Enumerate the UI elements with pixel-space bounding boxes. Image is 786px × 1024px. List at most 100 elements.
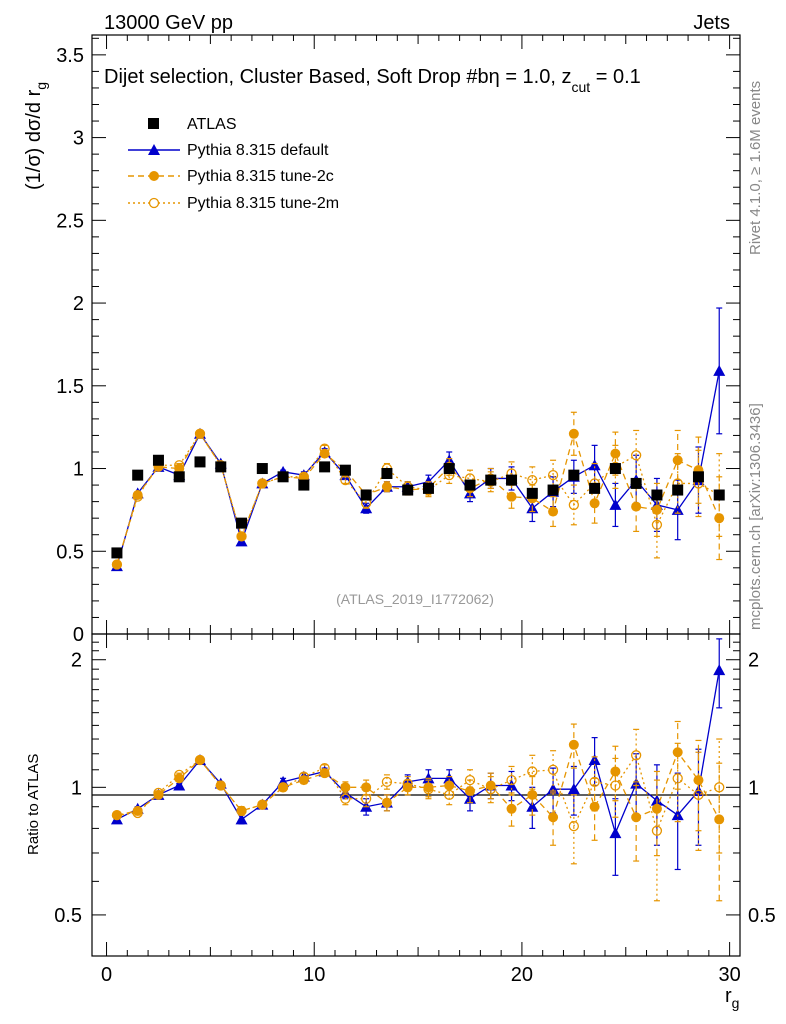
analysis-watermark: (ATLAS_2019_I1772062): [336, 591, 494, 607]
main-atlas-point: [651, 489, 663, 501]
legend-label-tune2c: Pythia 8.315 tune-2c: [187, 168, 334, 185]
ratio-tune2m-point: [194, 754, 206, 766]
main-tune2c-point: [506, 491, 517, 502]
main-default-point: [609, 498, 622, 510]
main-atlas-point: [443, 463, 455, 475]
y-tick-label: 2: [73, 293, 84, 315]
ratio-tune2c-point: [174, 773, 185, 784]
main-tune2m-point: [651, 519, 663, 530]
ratio-tune2c-point: [506, 803, 517, 814]
ratio-tune2m-point: [257, 799, 268, 810]
ratio-tune2m-point: [610, 780, 621, 791]
ratio-line-ring: [116, 753, 720, 833]
ratio-tune2m-point: [464, 774, 476, 786]
x-tick-label: 30: [718, 964, 740, 986]
ratio-tune2m-point: [527, 766, 538, 777]
ratio-default-point: [173, 779, 186, 791]
subtitle-main: Dijet selection, Cluster Based, Soft Dro…: [104, 66, 489, 88]
main-tune2m-point: [257, 478, 268, 489]
subtitle-sub: cut: [571, 79, 590, 95]
ratio-tune2c-point: [361, 782, 372, 793]
header-energy: 13000 GeV pp: [104, 12, 233, 34]
ratio-tune2m-point: [589, 776, 600, 788]
main-atlas-point: [630, 477, 642, 489]
ratio-tune2m-point: [298, 771, 309, 782]
main-atlas-point: [568, 469, 580, 481]
ratio-tune2c-point: [381, 797, 392, 808]
ratio-tune2m-point: [111, 809, 123, 821]
ratio-tune2m-point: [423, 784, 434, 795]
ratio-tune2m-point: [485, 784, 496, 795]
side-label-rivet: Rivet 4.1.0, ≥ 1.6M events: [747, 81, 764, 255]
main-atlas-point: [506, 474, 518, 486]
ratio-tune2m-point: [153, 787, 164, 799]
y-tick-label: 0.5: [56, 541, 84, 563]
main-tune2c-point: [174, 463, 185, 474]
main-atlas-point: [360, 489, 372, 501]
main-tune2m-point: [547, 469, 559, 481]
ratio-tune2m-point: [381, 776, 393, 788]
ratio-line-tri: [116, 670, 720, 836]
main-atlas-point: [111, 547, 123, 559]
legend-marker-default: [148, 144, 160, 155]
ratio-tune2m-point: [568, 820, 579, 832]
legend-label-tune2m: Pythia 8.315 tune-2m: [187, 195, 339, 212]
ratio-tune2c-point: [631, 812, 642, 823]
main-atlas-point: [173, 471, 185, 483]
ratio-default-point: [671, 809, 684, 821]
y-tick-label: 0: [73, 624, 84, 646]
main-tune2c-point: [714, 513, 725, 524]
ratio-tune2c-point: [568, 739, 579, 750]
main-tune2c-point: [651, 504, 662, 515]
main-atlas-point: [485, 474, 497, 486]
ratio-y-tick-label: 0.5: [54, 905, 82, 927]
main-atlas-point: [339, 464, 351, 476]
main-tune2m-point: [132, 491, 143, 502]
main-atlas-point: [277, 471, 289, 483]
y-tick-label: 1: [73, 459, 84, 481]
main-default-point: [671, 503, 684, 515]
x-tick-label: 20: [511, 964, 533, 986]
main-atlas-point: [713, 489, 725, 501]
ratio-tune2m-point: [340, 793, 351, 804]
main-tune2m-point: [631, 450, 642, 461]
main-tune2c-point: [568, 428, 579, 439]
main-line-tri: [116, 370, 720, 567]
x-tick-label: 0: [101, 964, 112, 986]
legend-marker-atlas: [148, 118, 159, 129]
ratio-default-point: [526, 800, 539, 812]
legend-label-atlas: ATLAS: [187, 116, 237, 133]
main-atlas-point: [215, 461, 227, 473]
x-axis-label: rg: [725, 985, 739, 1011]
ratio-default-point: [443, 772, 456, 784]
legend: ATLAS Pythia 8.315 default Pythia 8.315 …: [128, 116, 339, 212]
ratio-tune2m-point: [444, 789, 455, 800]
axes-layer: 0 10 20 30 0 0.5 1 1.5 2 2.5 3 3.5 0.5 0.5 1 1 2 2: [54, 35, 776, 986]
main-default-point: [588, 459, 601, 471]
subtitle-eta: η = 1.0, z: [489, 66, 572, 88]
main-tune2c-point: [672, 455, 683, 466]
main-atlas-point: [422, 482, 434, 494]
side-label-mcplots: mcplots.cern.ch [arXiv:1306.3436]: [747, 403, 764, 630]
ratio-tune2m-point: [174, 769, 185, 781]
main-atlas-point: [609, 463, 621, 475]
ratio-default-point: [235, 813, 248, 825]
ratio-tune2m-point: [693, 789, 704, 800]
ratio-tune2m-point: [506, 774, 517, 786]
main-tune2c-point: [610, 448, 621, 459]
ratio-tune2m-point: [631, 750, 642, 761]
main-atlas-point: [152, 454, 164, 466]
main-tune2m-point: [527, 474, 538, 486]
ratio-tune2c-point: [340, 782, 351, 793]
ratio-tune2c-point: [278, 782, 289, 793]
ratio-tune2c-point: [672, 747, 683, 758]
ratio-tune2c-point: [714, 814, 725, 825]
ratio-tune2m-point: [672, 773, 683, 784]
main-atlas-point: [402, 484, 414, 496]
ratio-tune2m-point: [236, 805, 247, 817]
main-tune2m-point: [236, 531, 247, 542]
ratio-y-tick-label-right: 1: [748, 777, 759, 799]
ratio-tune2m-point: [319, 762, 330, 774]
ratio-tune2m-point: [402, 778, 413, 789]
main-tune2c-point: [631, 501, 642, 512]
